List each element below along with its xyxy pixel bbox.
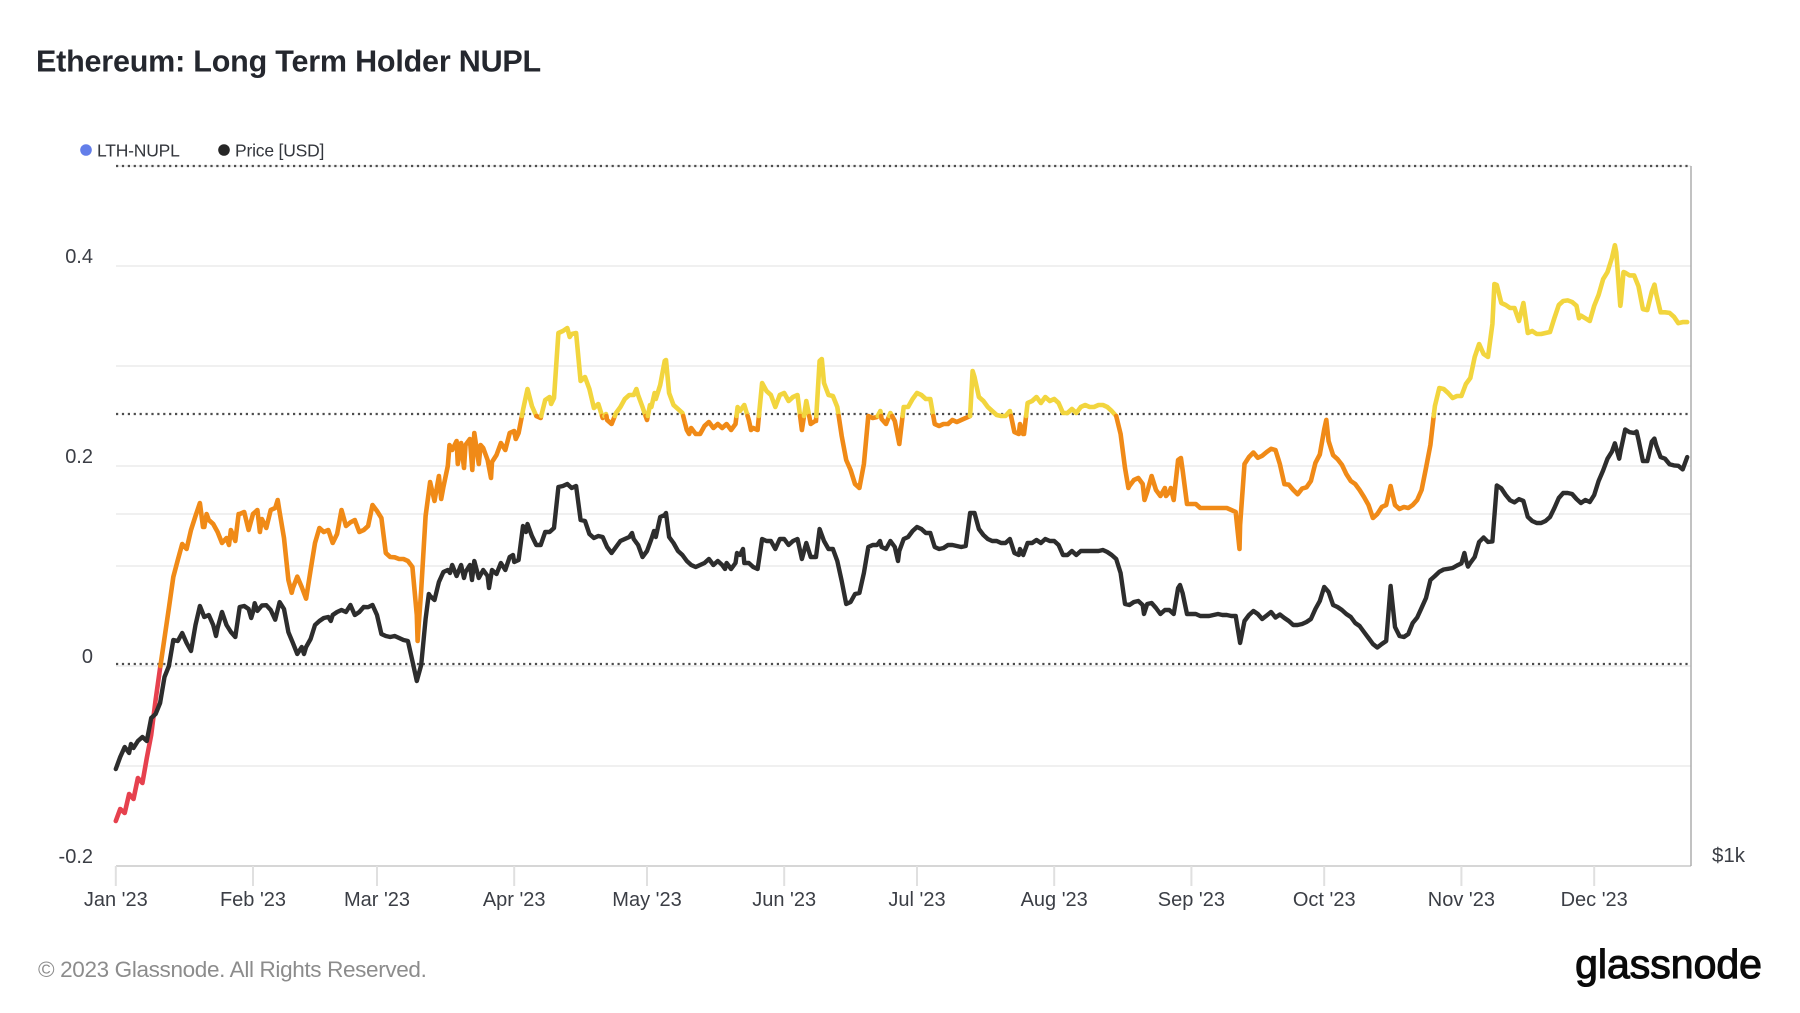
svg-text:Mar '23: Mar '23 <box>344 889 410 911</box>
svg-text:Jun '23: Jun '23 <box>752 889 816 911</box>
svg-text:© 2023 Glassnode. All Rights R: © 2023 Glassnode. All Rights Reserved. <box>38 957 427 982</box>
svg-text:0.4: 0.4 <box>65 246 93 268</box>
svg-text:0: 0 <box>82 646 93 668</box>
svg-text:Dec '23: Dec '23 <box>1561 889 1628 911</box>
svg-text:May '23: May '23 <box>612 889 681 911</box>
svg-text:Apr '23: Apr '23 <box>483 889 546 911</box>
svg-text:Jan '23: Jan '23 <box>84 889 148 911</box>
svg-text:Oct '23: Oct '23 <box>1293 889 1356 911</box>
svg-text:Price [USD]: Price [USD] <box>235 141 324 161</box>
svg-text:glassnode: glassnode <box>1575 941 1762 987</box>
svg-text:Jul '23: Jul '23 <box>888 889 945 911</box>
svg-text:Ethereum: Long Term Holder NUP: Ethereum: Long Term Holder NUPL <box>36 45 541 79</box>
svg-text:LTH-NUPL: LTH-NUPL <box>97 141 180 161</box>
svg-text:$1k: $1k <box>1712 844 1746 867</box>
svg-text:Feb '23: Feb '23 <box>220 889 286 911</box>
svg-text:0.2: 0.2 <box>65 446 93 468</box>
svg-text:Nov '23: Nov '23 <box>1428 889 1495 911</box>
svg-text:-0.2: -0.2 <box>59 846 93 868</box>
svg-text:Sep '23: Sep '23 <box>1158 889 1225 911</box>
svg-text:Aug '23: Aug '23 <box>1021 889 1088 911</box>
